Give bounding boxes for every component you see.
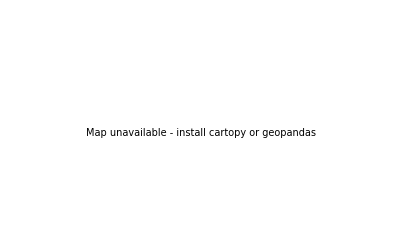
Text: Map unavailable - install cartopy or geopandas: Map unavailable - install cartopy or geo… (85, 128, 316, 138)
